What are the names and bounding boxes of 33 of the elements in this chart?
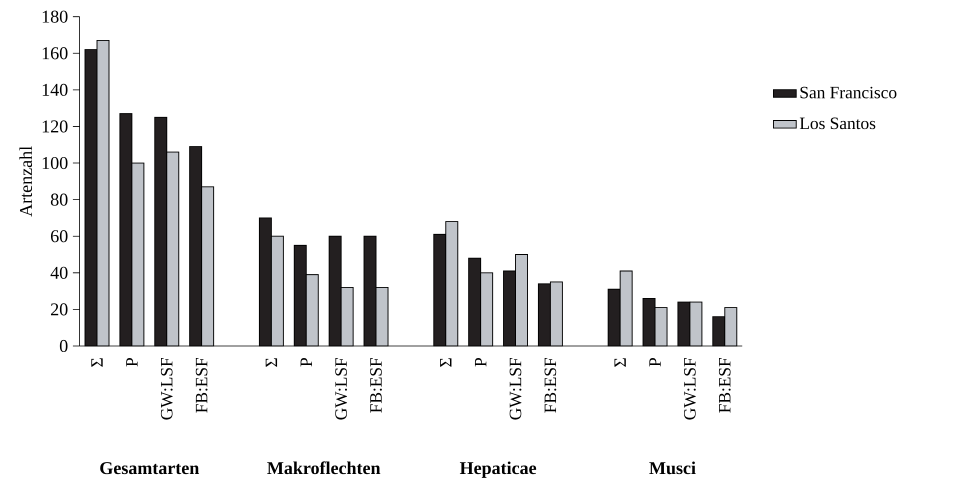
y-axis-title: Artenzahl (19, 146, 32, 217)
y-tick-label: 140 (42, 84, 68, 96)
x-tick-label: FB:ESF (370, 358, 382, 413)
x-tick-label: FB:ESF (196, 358, 208, 413)
x-tick-label: Σ (614, 358, 626, 367)
x-tick-label: GW:LSF (335, 358, 348, 420)
y-tick-label: 0 (60, 340, 68, 352)
y-tick-label: 20 (50, 303, 68, 316)
y-tick-label: 60 (50, 230, 68, 242)
legend-label: Los Santos (800, 118, 876, 130)
x-tick-label: P (649, 358, 661, 367)
legend-label: San Francisco (800, 86, 896, 98)
x-tick-label: Σ (440, 358, 452, 367)
x-tick-label: GW:LSF (510, 358, 522, 420)
y-tick-label: 160 (42, 47, 68, 60)
x-tick-label: Σ (91, 358, 103, 367)
x-tick-label: GW:LSF (160, 358, 173, 420)
y-tick-label: 180 (42, 10, 68, 23)
y-tick-label: 100 (42, 156, 68, 170)
x-tick-label: P (126, 358, 138, 367)
x-tick-label: P (300, 358, 312, 367)
text: Gesamtarten (100, 462, 200, 474)
y-tick-label: 80 (50, 194, 68, 206)
x-tick-label: Σ (266, 358, 278, 367)
text: Musci (649, 462, 696, 474)
x-tick-label: P (474, 358, 486, 367)
y-tick-label: 120 (42, 120, 68, 133)
text: Makroflechten (267, 461, 380, 474)
text: Hepaticae (460, 462, 536, 478)
x-tick-label: FB:ESF (544, 358, 556, 413)
x-tick-label: GW:LSF (684, 358, 696, 420)
y-tick-label: 40 (50, 266, 68, 279)
x-tick-label: FB:ESF (718, 358, 731, 413)
